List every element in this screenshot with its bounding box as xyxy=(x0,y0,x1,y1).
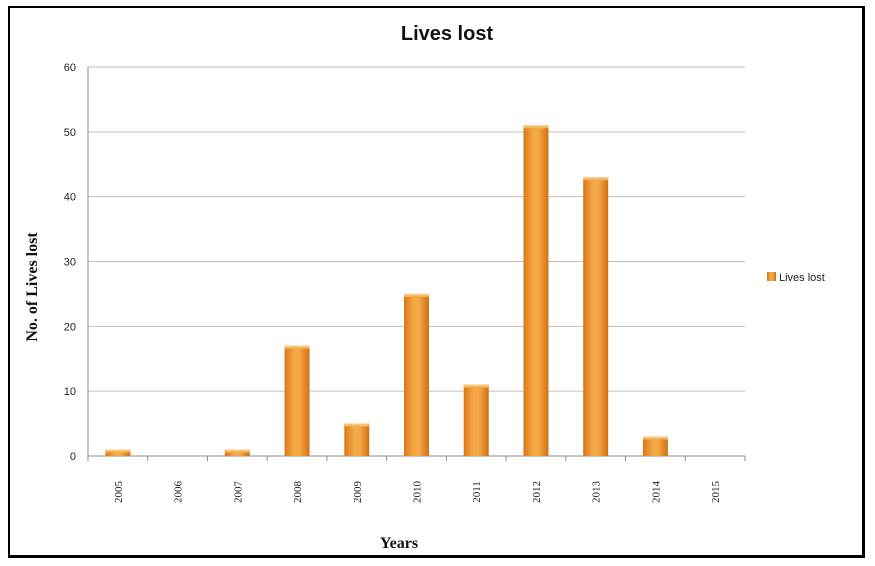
grid-lines xyxy=(87,66,745,457)
y-tick-label: 40 xyxy=(64,192,76,204)
y-tick-label: 20 xyxy=(64,321,76,333)
chart-title: Lives lost xyxy=(401,23,494,45)
y-axis-ticks: 0 10 20 30 40 50 60 xyxy=(64,62,76,463)
y-tick-label: 60 xyxy=(64,62,76,74)
x-tick-label: 2013 xyxy=(591,481,603,504)
bar-cap xyxy=(642,436,668,440)
bar-cap xyxy=(224,449,250,453)
bar xyxy=(224,449,250,456)
legend: Lives lost xyxy=(767,272,825,284)
x-tick-label: 2015 xyxy=(710,481,722,504)
bar xyxy=(583,177,609,456)
bar-cap xyxy=(523,125,549,129)
bar-cap xyxy=(583,177,609,181)
y-tick-label: 0 xyxy=(70,451,76,463)
x-tick-label: 2005 xyxy=(113,481,125,504)
bar-cap xyxy=(284,345,310,349)
bar xyxy=(284,345,310,456)
x-tick-label: 2014 xyxy=(650,481,662,504)
x-axis-ticks: 2005 2006 2007 2008 2009 2010 2011 2012 2013 2014… xyxy=(87,456,746,504)
chart-frame xyxy=(8,6,865,558)
x-tick-label: 2011 xyxy=(471,481,483,503)
bars xyxy=(105,125,668,456)
bar xyxy=(642,436,668,456)
x-tick-label: 2009 xyxy=(352,481,364,504)
x-tick-label: 2006 xyxy=(173,481,185,504)
legend-label: Lives lost xyxy=(779,272,825,284)
x-tick-label: 2007 xyxy=(232,481,244,504)
bar-cap xyxy=(344,423,370,427)
bar-cap xyxy=(105,449,131,453)
x-tick-label: 2012 xyxy=(531,481,543,503)
y-tick-label: 10 xyxy=(64,386,76,398)
legend-swatch xyxy=(767,272,776,281)
bar xyxy=(463,384,489,456)
bar xyxy=(105,449,131,456)
bar xyxy=(344,423,370,456)
bar-cap xyxy=(463,384,489,388)
bar xyxy=(404,293,429,456)
bar-cap xyxy=(404,293,429,297)
x-axis-label: Years xyxy=(380,535,418,552)
y-axis-label: No. of Lives lost xyxy=(24,232,41,342)
bar xyxy=(523,125,549,456)
x-tick-label: 2008 xyxy=(292,481,304,504)
y-tick-label: 50 xyxy=(64,127,76,139)
x-tick-label: 2010 xyxy=(412,481,424,504)
y-tick-label: 30 xyxy=(64,257,76,269)
